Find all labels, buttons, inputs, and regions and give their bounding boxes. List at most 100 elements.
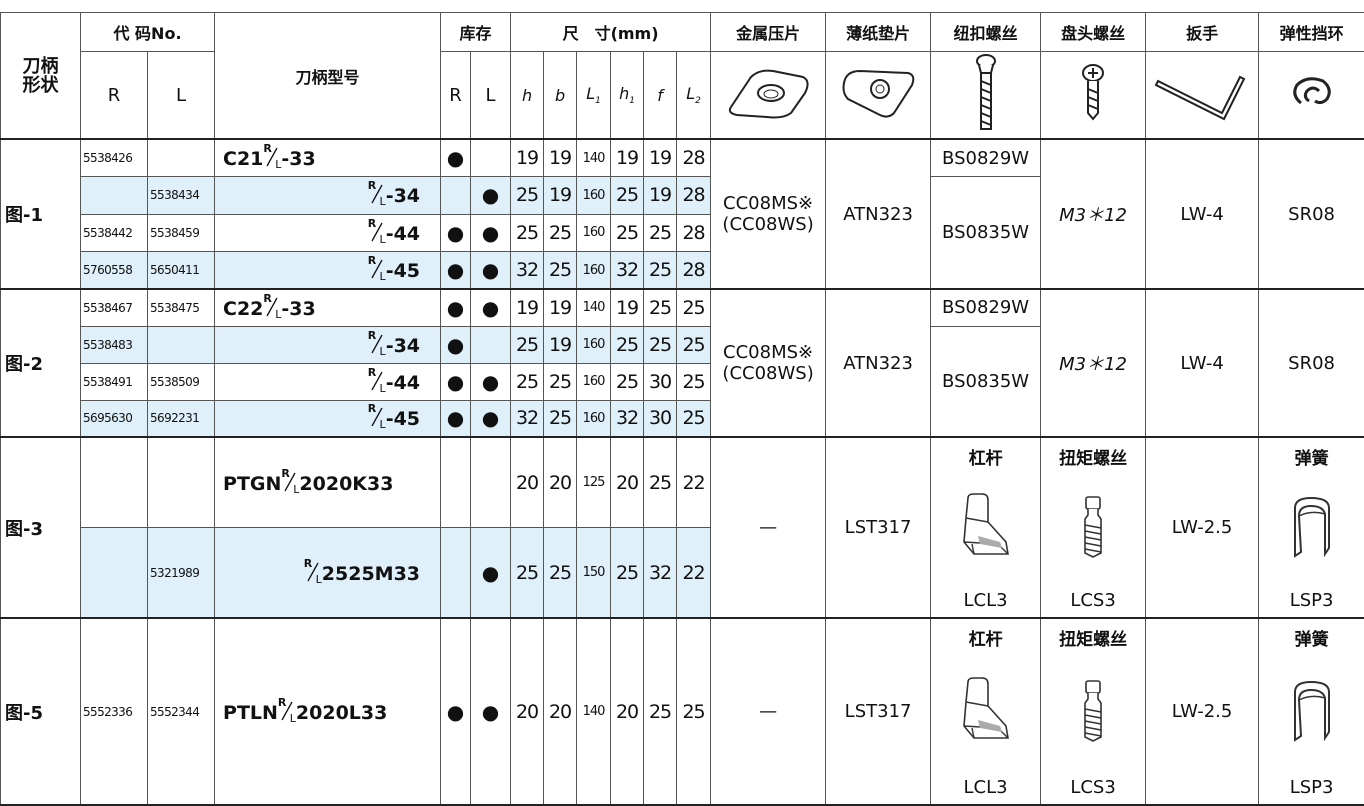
- stock: [441, 528, 471, 619]
- dim: 20: [611, 437, 644, 528]
- dim: 19: [544, 289, 577, 326]
- lever-name: LCL3: [964, 777, 1008, 798]
- dim: 19: [611, 139, 644, 177]
- hand-r: R: [278, 696, 286, 709]
- header-stock-r: R: [441, 52, 471, 140]
- dim: 25: [644, 437, 677, 528]
- shim: —: [711, 437, 826, 618]
- icon-pan-screw: [1041, 52, 1146, 140]
- dim: 25: [677, 363, 711, 400]
- dim: 19: [644, 139, 677, 177]
- header-part: 纽扣螺丝: [931, 13, 1041, 52]
- torque-screw-name: LCS3: [1070, 590, 1115, 611]
- code: 5538426: [81, 139, 148, 177]
- header-shape: 刀柄形状: [1, 13, 81, 140]
- header-dim: b: [544, 52, 577, 140]
- stock: ●: [441, 139, 471, 177]
- dim-symbol: b: [555, 86, 565, 105]
- wrench: LW-2.5: [1146, 618, 1259, 805]
- dim: 28: [677, 139, 711, 177]
- torque-screw-title: 扭矩螺丝: [1059, 625, 1127, 650]
- header-dim: L2: [677, 52, 711, 140]
- code: 5538491: [81, 363, 148, 400]
- dim: 25: [644, 618, 677, 805]
- shim: —: [711, 618, 826, 805]
- stock: [471, 437, 511, 528]
- header-stock: 库存: [441, 13, 511, 52]
- code: [81, 437, 148, 528]
- hand-l: L: [275, 158, 281, 171]
- code: 5760558: [81, 252, 148, 290]
- spring-icon: [1289, 494, 1335, 565]
- dim: 25: [544, 400, 577, 437]
- figure-label: 图-3: [1, 437, 81, 618]
- lever-title: 杠杆: [969, 444, 1003, 469]
- header-dim: h1: [611, 52, 644, 140]
- model-suffix: 2020K33: [299, 473, 393, 495]
- hand-l: L: [275, 308, 281, 321]
- tool-table: 刀柄形状 代 码No. 刀柄型号 库存 尺 寸(mm) 金属压片 薄纸垫片 纽扣…: [0, 12, 1364, 806]
- dim: 28: [677, 214, 711, 252]
- header-part: 弹性挡环: [1259, 13, 1364, 52]
- hand-l: L: [316, 573, 322, 586]
- shim-line: (CC08WS): [722, 363, 813, 384]
- code: 5692231: [148, 400, 215, 437]
- dim: 32: [511, 252, 544, 290]
- stock: ●: [441, 618, 471, 805]
- ring: SR08: [1259, 139, 1364, 289]
- shim-line: CC08MS※: [723, 342, 813, 363]
- dim: 150: [577, 528, 611, 619]
- code: 5538483: [81, 326, 148, 363]
- dim: 25: [611, 326, 644, 363]
- hand-r: R: [281, 467, 289, 480]
- spring-title: 弹簧: [1295, 444, 1329, 469]
- lever-icon: [958, 676, 1014, 751]
- dim: 20: [544, 437, 577, 528]
- hand-r: R: [368, 254, 376, 267]
- code: 5538459: [148, 214, 215, 252]
- stock: ●: [471, 363, 511, 400]
- dim: 25: [611, 528, 644, 619]
- header-part: 扳手: [1146, 13, 1259, 52]
- stock: ●: [441, 214, 471, 252]
- code: 5538475: [148, 289, 215, 326]
- hand-r: R: [368, 329, 376, 342]
- dim: 25: [644, 252, 677, 290]
- pan: M3＊12: [1041, 289, 1146, 437]
- model-prefix: PTGN: [223, 473, 281, 495]
- dim: 25: [511, 177, 544, 215]
- hand-r: R: [368, 366, 376, 379]
- dim: 25: [511, 326, 544, 363]
- shim-line: CC08MS※: [723, 193, 813, 214]
- hand-r: R: [263, 292, 271, 305]
- dim: 19: [611, 289, 644, 326]
- dim: 25: [677, 289, 711, 326]
- torque-screw-title: 扭矩螺丝: [1059, 444, 1127, 469]
- dim: 140: [577, 139, 611, 177]
- dim: 32: [644, 528, 677, 619]
- code: 5552344: [148, 618, 215, 805]
- dim: 25: [511, 214, 544, 252]
- dim-symbol: L: [686, 84, 695, 103]
- dim: 25: [544, 214, 577, 252]
- torque-screw-icon: [1080, 495, 1106, 564]
